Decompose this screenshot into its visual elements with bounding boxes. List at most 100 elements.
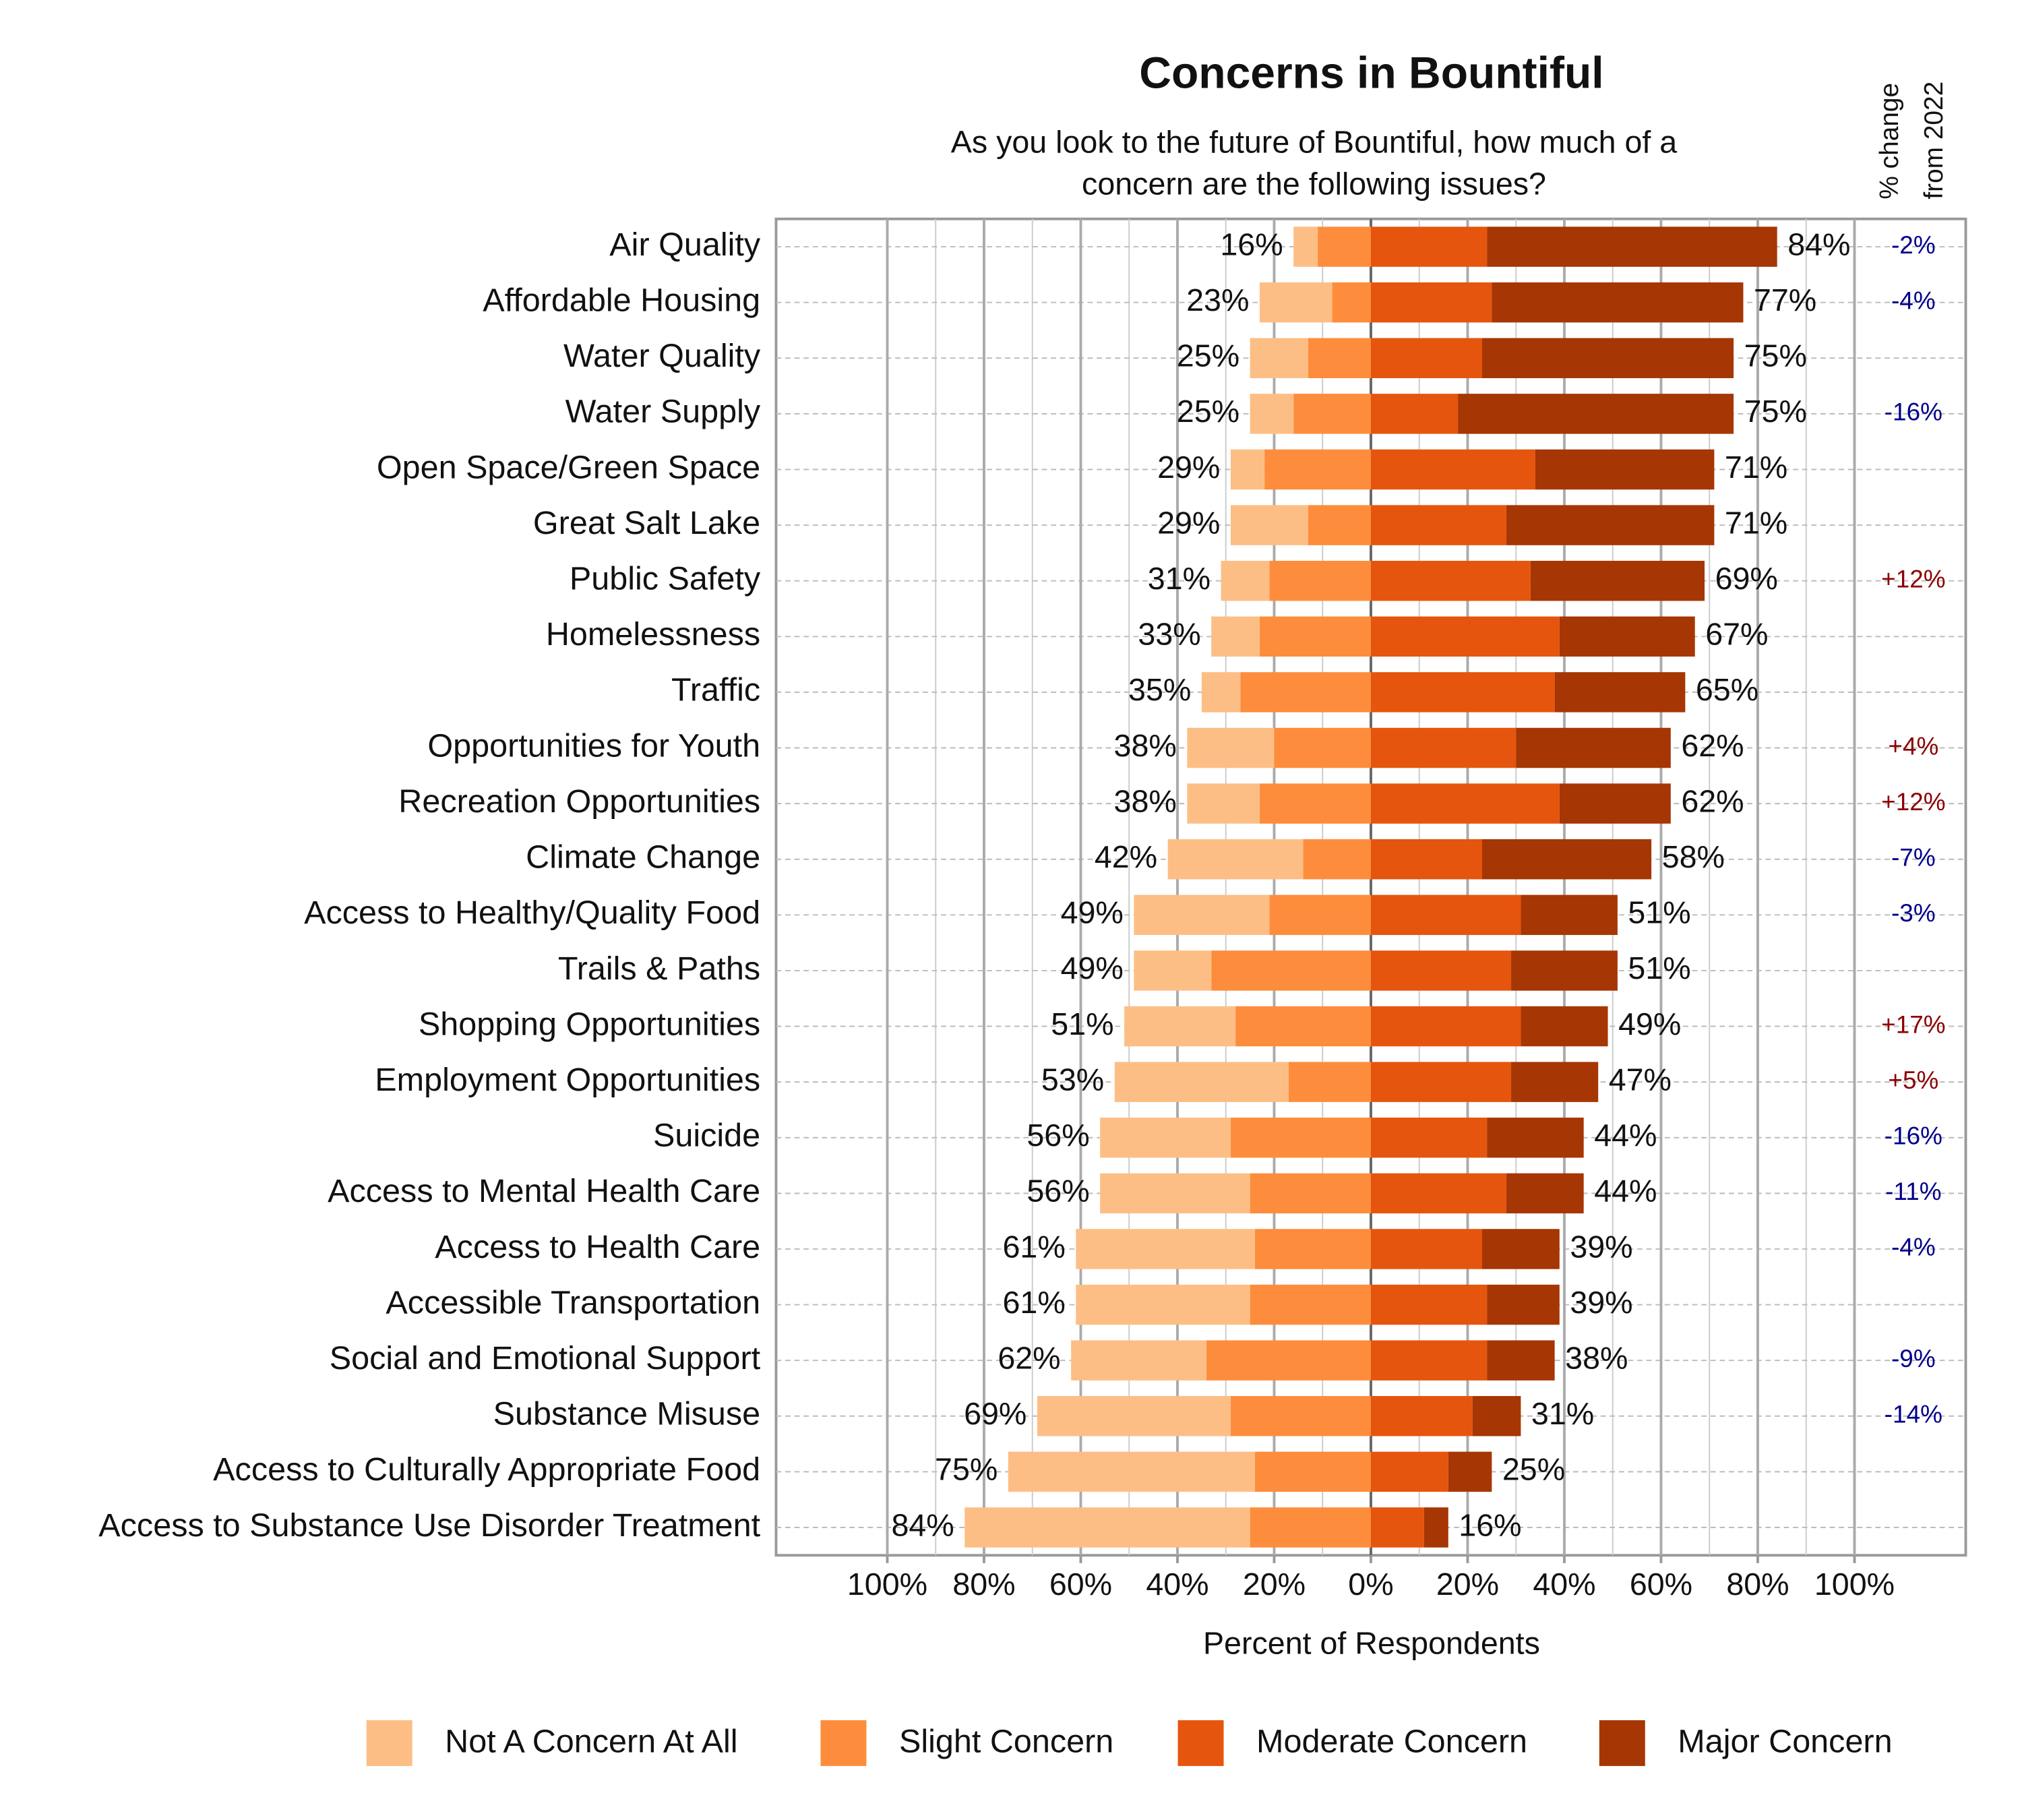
- bar-segment: [1516, 727, 1671, 768]
- category-label: Access to Mental Health Care: [328, 1173, 760, 1209]
- legend-swatch: [366, 1720, 412, 1766]
- category-label: Water Supply: [565, 394, 761, 430]
- left-total-label: 56%: [1027, 1118, 1089, 1153]
- change-label: -4%: [1891, 1234, 1936, 1261]
- bar-segment: [1254, 1229, 1371, 1269]
- change-title: % change: [1875, 83, 1904, 200]
- left-total-label: 61%: [1003, 1229, 1066, 1264]
- right-total-label: 58%: [1662, 839, 1725, 874]
- x-tick-label: 100%: [847, 1567, 927, 1602]
- bar-segment: [1134, 894, 1270, 936]
- right-total-label: 62%: [1681, 728, 1744, 763]
- legend-swatch: [1177, 1720, 1224, 1766]
- bar-segment: [1230, 1396, 1371, 1436]
- right-total-label: 69%: [1715, 561, 1778, 596]
- bar-segment: [1230, 449, 1265, 490]
- bar-segment: [1076, 1284, 1250, 1325]
- bar-segment: [1308, 338, 1371, 379]
- bar-segment: [1370, 1507, 1424, 1548]
- bar-segment: [1076, 1229, 1255, 1269]
- legend-label: Moderate Concern: [1256, 1724, 1527, 1760]
- left-total-label: 25%: [1177, 394, 1239, 429]
- left-total-label: 38%: [1114, 783, 1177, 818]
- bar-segment: [1221, 560, 1270, 601]
- bar-segment: [1230, 1118, 1371, 1158]
- left-total-label: 84%: [891, 1507, 954, 1542]
- category-label: Access to Substance Use Disorder Treatme…: [98, 1507, 760, 1544]
- x-tick-label: 100%: [1814, 1567, 1895, 1602]
- right-total-label: 62%: [1681, 783, 1744, 818]
- bar-segment: [1370, 1451, 1448, 1492]
- bar-segment: [1187, 783, 1260, 824]
- bar-segment: [1492, 282, 1744, 323]
- right-total-label: 84%: [1787, 226, 1850, 262]
- bar-segment: [1308, 505, 1371, 545]
- change-label: -2%: [1891, 231, 1936, 259]
- left-total-label: 75%: [935, 1452, 998, 1487]
- change-label: +12%: [1881, 788, 1945, 816]
- legend-swatch: [1599, 1720, 1645, 1766]
- left-total-label: 33%: [1138, 617, 1200, 652]
- legend-label: Slight Concern: [899, 1724, 1113, 1760]
- change-label: +4%: [1888, 732, 1938, 760]
- bar-segment: [1482, 1229, 1560, 1269]
- category-label: Accessible Transportation: [386, 1284, 760, 1321]
- right-total-label: 16%: [1459, 1507, 1521, 1542]
- left-total-label: 42%: [1095, 839, 1157, 874]
- category-label: Employment Opportunities: [375, 1062, 760, 1098]
- bar-segment: [1167, 839, 1304, 880]
- bar-segment: [1370, 1062, 1512, 1102]
- left-total-label: 25%: [1177, 338, 1239, 373]
- bar-segment: [1240, 672, 1371, 712]
- bar-segment: [1332, 282, 1371, 323]
- bar-segment: [1487, 1284, 1560, 1325]
- bar-segment: [1535, 449, 1715, 490]
- bar-segment: [1487, 1340, 1555, 1381]
- right-total-label: 49%: [1618, 1006, 1681, 1041]
- bar-segment: [1370, 894, 1521, 936]
- left-total-label: 31%: [1148, 561, 1211, 596]
- right-total-label: 51%: [1628, 950, 1690, 985]
- bar-segment: [1559, 616, 1695, 657]
- bar-segment: [1370, 560, 1531, 601]
- category-label: Air Quality: [609, 226, 761, 263]
- bar-segment: [1100, 1118, 1231, 1158]
- left-total-label: 29%: [1157, 450, 1220, 485]
- right-total-label: 25%: [1502, 1452, 1565, 1487]
- change-label: -16%: [1885, 1122, 1942, 1149]
- right-total-label: 71%: [1725, 450, 1787, 485]
- right-total-label: 67%: [1705, 617, 1768, 652]
- left-total-label: 53%: [1041, 1062, 1104, 1097]
- bar-segment: [1100, 1173, 1250, 1214]
- legend-label: Not A Concern At All: [445, 1724, 737, 1760]
- bar-segment: [1259, 282, 1332, 323]
- left-total-label: 49%: [1061, 895, 1124, 930]
- left-total-label: 61%: [1003, 1285, 1066, 1320]
- right-total-label: 38%: [1565, 1340, 1628, 1375]
- change-label: -9%: [1891, 1345, 1936, 1372]
- bar-segment: [1250, 1173, 1371, 1214]
- bar-segment: [1370, 783, 1560, 824]
- category-label: Opportunities for Youth: [427, 727, 760, 764]
- right-total-label: 44%: [1594, 1118, 1657, 1153]
- change-label: +12%: [1881, 565, 1945, 593]
- bar-segment: [1206, 1340, 1371, 1381]
- bar-segment: [1211, 616, 1260, 657]
- bar-segment: [1289, 1062, 1371, 1102]
- left-total-label: 29%: [1157, 505, 1220, 540]
- bar-segment: [1235, 1006, 1371, 1047]
- bar-segment: [1482, 839, 1652, 880]
- bar-segment: [1370, 338, 1483, 379]
- x-axis-title: Percent of Respondents: [1203, 1626, 1540, 1661]
- bar-segment: [1370, 1340, 1488, 1381]
- bar-segment: [1264, 449, 1371, 490]
- bar-segment: [1370, 394, 1459, 434]
- x-tick-label: 40%: [1146, 1567, 1208, 1602]
- bar-segment: [1554, 672, 1686, 712]
- bar-segment: [1293, 226, 1318, 267]
- bar-segment: [964, 1507, 1250, 1548]
- bar-segment: [1423, 1507, 1448, 1548]
- left-total-label: 51%: [1051, 1006, 1113, 1041]
- bar-segment: [1318, 226, 1371, 267]
